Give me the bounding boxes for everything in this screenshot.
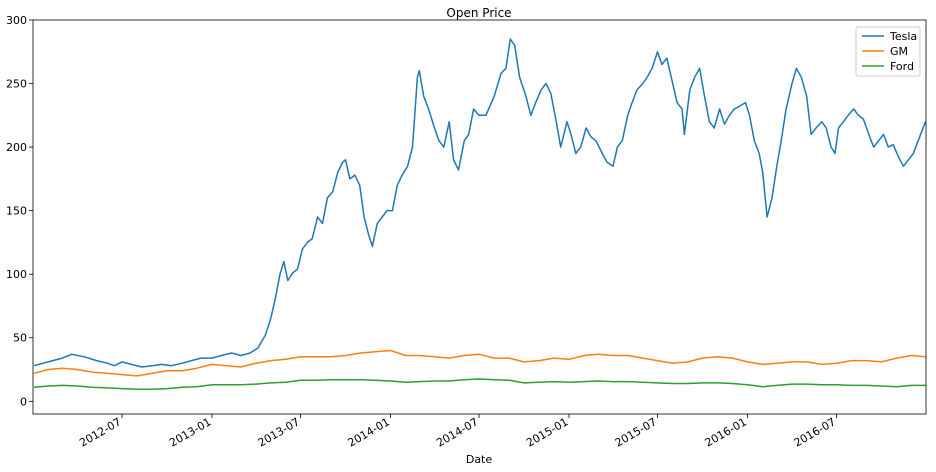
y-tick-label: 250 [6,78,27,91]
x-tick-label: 2014-01 [346,415,392,449]
legend-label-gm: GM [890,45,908,58]
x-tick-label: 2014-07 [434,415,480,449]
y-tick-label: 0 [20,395,27,408]
x-tick-label: 2013-07 [256,415,302,449]
y-tick-label: 50 [13,332,27,345]
series-line-gm [33,349,926,377]
x-tick-label: 2012-07 [77,415,123,449]
x-axis: 2012-07 2013-01 2013-07 2014-01 2014-07 2015-… [77,414,838,450]
y-axis: 0 50 100 150 200 250 300 [6,14,33,408]
legend-label-tesla: Tesla [889,30,917,43]
y-tick-label: 300 [6,14,27,27]
x-tick-label: 2016-07 [792,415,838,449]
x-tick-label: 2016-01 [703,415,749,449]
legend-box [855,26,921,77]
legend-label-ford: Ford [890,60,914,73]
y-tick-label: 200 [6,141,27,154]
plot-frame [32,19,927,415]
x-tick-label: 2013-01 [167,415,213,449]
x-tick-label: 2015-01 [524,415,570,449]
x-tick-label: 2015-07 [613,415,659,449]
legend: Tesla GM Ford [855,26,921,77]
chart-title: Open Price [446,6,511,20]
x-axis-title: Date [466,453,493,466]
y-tick-label: 150 [6,205,27,218]
y-tick-label: 100 [6,268,27,281]
series-line-ford [33,378,926,390]
plot-lines [33,38,927,390]
series-line-tesla [33,38,927,368]
